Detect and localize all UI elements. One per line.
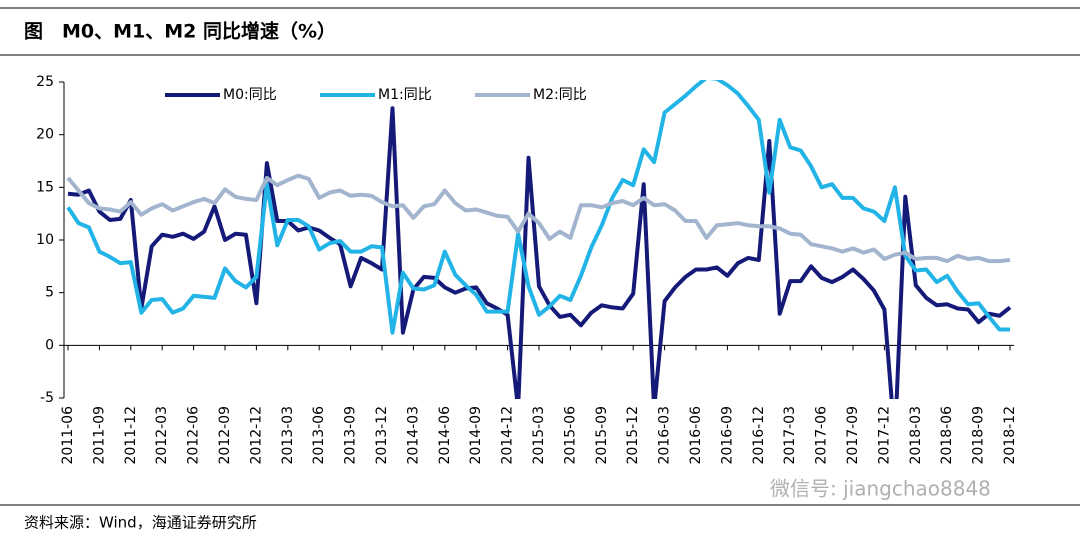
x-tick-label: 2016-12 bbox=[751, 406, 767, 465]
x-tick-label: 2018-12 bbox=[1002, 406, 1018, 465]
x-tick-label: 2015-06 bbox=[562, 406, 578, 465]
x-tick-label: 2015-12 bbox=[625, 406, 641, 465]
x-tick-label: 2017-03 bbox=[782, 406, 798, 465]
legend-label: M2:同比 bbox=[533, 87, 587, 103]
y-tick-label: 5 bbox=[45, 285, 54, 301]
x-tick-label: 2015-09 bbox=[594, 406, 610, 465]
x-tick-label: 2013-03 bbox=[280, 406, 296, 465]
x-tick-label: 2016-06 bbox=[688, 406, 704, 465]
x-tick-label: 2014-09 bbox=[468, 406, 484, 465]
y-tick-label: 25 bbox=[36, 74, 54, 90]
x-tick-label: 2016-03 bbox=[657, 406, 673, 465]
x-tick-label: 2012-09 bbox=[217, 406, 233, 465]
x-tick-label: 2013-06 bbox=[311, 406, 327, 465]
x-tick-label: 2013-09 bbox=[343, 406, 359, 465]
x-tick-label: 2018-09 bbox=[971, 406, 987, 465]
y-tick-label: 15 bbox=[36, 179, 54, 195]
y-tick-label: -5 bbox=[40, 390, 54, 406]
legend-label: M1:同比 bbox=[378, 87, 432, 103]
x-tick-label: 2014-12 bbox=[500, 406, 516, 465]
watermark: 微信号: jiangchao8848 bbox=[770, 477, 991, 501]
source: 资料来源：Wind，海通证券研究所 bbox=[24, 514, 257, 532]
series-line bbox=[67, 106, 1012, 399]
x-tick-label: 2014-06 bbox=[437, 406, 453, 465]
x-tick-label: 2012-12 bbox=[248, 406, 264, 465]
y-tick-label: 10 bbox=[36, 232, 54, 248]
x-tick-label: 2017-12 bbox=[876, 406, 892, 465]
chart-title: 图 M0、M1、M2 同比增速（%） bbox=[24, 20, 336, 43]
legend-label: M0:同比 bbox=[223, 87, 277, 103]
x-tick-label: 2011-09 bbox=[91, 406, 107, 465]
x-tick-label: 2013-12 bbox=[374, 406, 390, 465]
plot-area bbox=[66, 80, 1012, 399]
y-tick-label: 20 bbox=[36, 127, 54, 143]
series-line bbox=[66, 173, 1011, 264]
x-tick-label: 2018-03 bbox=[908, 406, 924, 465]
y-tick-label: 0 bbox=[45, 337, 54, 353]
x-tick-label: 2012-03 bbox=[154, 406, 170, 465]
x-tick-label: 2012-06 bbox=[186, 406, 202, 465]
x-tick-label: 2014-03 bbox=[405, 406, 421, 465]
x-tick-label: 2011-06 bbox=[60, 406, 76, 465]
x-tick-label: 2015-03 bbox=[531, 406, 547, 465]
x-tick-label: 2011-12 bbox=[123, 406, 139, 465]
series-line bbox=[66, 80, 1010, 335]
x-tick-label: 2016-09 bbox=[719, 406, 735, 465]
x-tick-label: 2018-06 bbox=[939, 406, 955, 465]
x-tick-label: 2017-06 bbox=[814, 406, 830, 465]
x-tick-label: 2017-09 bbox=[845, 406, 861, 465]
